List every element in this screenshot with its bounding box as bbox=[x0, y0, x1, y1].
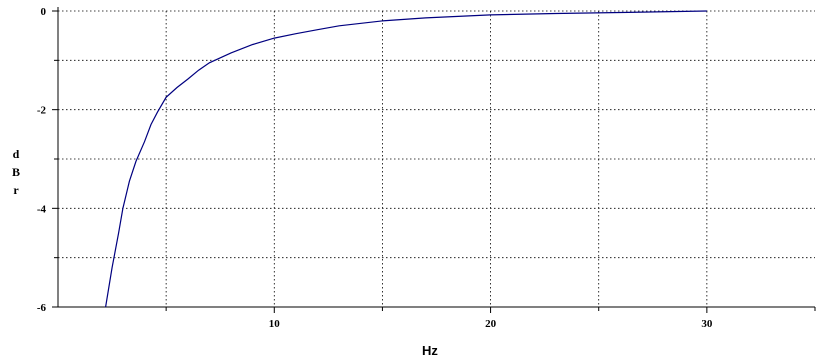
series-line bbox=[105, 10, 707, 308]
y-axis-title-letter: r bbox=[13, 183, 19, 197]
x-tick-label: 10 bbox=[269, 318, 281, 330]
y-tick-label: 0 bbox=[41, 6, 47, 18]
y-tick-label: -2 bbox=[37, 105, 47, 117]
x-axis-title: Hz bbox=[422, 343, 438, 358]
grid bbox=[58, 10, 815, 307]
y-axis-title-letter: d bbox=[13, 147, 20, 161]
y-tick-label: -4 bbox=[37, 203, 47, 215]
x-tick-label: 20 bbox=[485, 318, 497, 330]
x-tick-label: 30 bbox=[701, 318, 713, 330]
ticks: 0 -2 -4 -6 10 20 30 bbox=[37, 6, 816, 330]
y-axis-title-letter: B bbox=[12, 165, 20, 179]
y-axis-title: dBr bbox=[12, 147, 20, 197]
y-tick-label: -6 bbox=[37, 302, 47, 314]
series bbox=[105, 10, 707, 308]
axes bbox=[57, 7, 815, 308]
